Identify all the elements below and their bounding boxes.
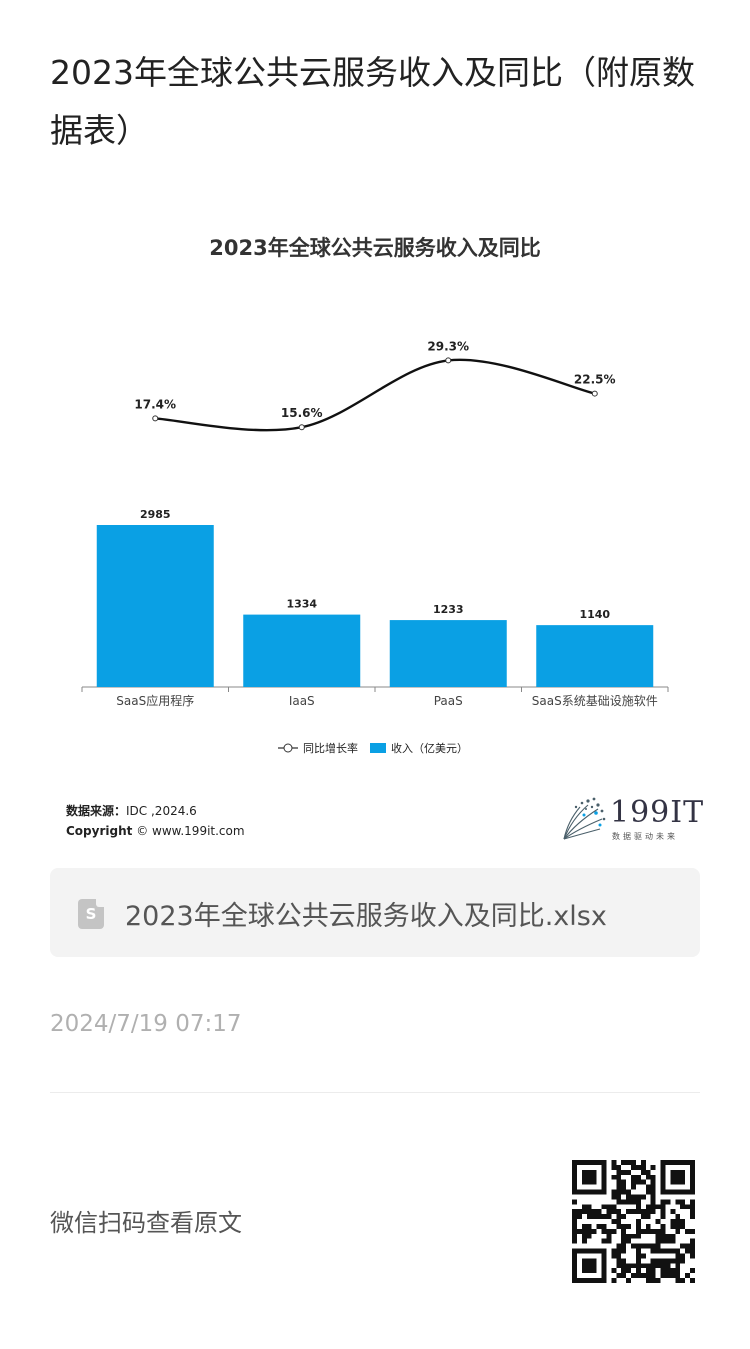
bar-value-label: 1140 [579,608,610,621]
source-value: IDC ,2024.6 [126,804,197,818]
x-tick-label: SaaS系统基础设施软件 [532,694,658,708]
bar-1 [96,525,214,687]
copyright-value: © www.199it.com [136,824,245,838]
legend-line-marker [283,743,293,753]
x-tick-label: IaaS [289,694,315,708]
legend-label: 同比增长率 [303,741,358,755]
brand-logo: 199IT 数据驱动未来 [558,795,703,845]
file-name[interactable]: 2023年全球公共云服务收入及同比.xlsx [125,901,607,932]
source-label: 数据来源： [66,804,127,818]
file-attachment[interactable]: S 2023年全球公共云服务收入及同比.xlsx [50,868,700,957]
bar-value-label: 2985 [140,508,171,521]
growth-point [591,390,598,397]
data-source: 数据来源：IDC ,2024.6 Copyright © www.199it.c… [66,801,245,841]
legend-label: 收入（亿美元） [391,741,468,755]
chart-title: 2023年全球公共云服务收入及同比 [209,236,540,260]
x-tick-label: PaaS [434,694,463,708]
growth-point [298,424,305,431]
copyright-label: Copyright [66,824,133,838]
bar-2 [243,614,361,687]
growth-value-label: 15.6% [281,406,323,420]
growth-point [152,415,159,422]
qr-code-icon[interactable] [572,1160,695,1283]
legend-bar-swatch [370,743,386,753]
growth-point [445,357,452,364]
bar-4 [536,625,654,687]
brand-tagline: 数据驱动未来 [612,832,678,841]
qr-label: 微信扫码查看原文 [50,1209,242,1237]
bar-value-label: 1334 [286,598,317,611]
growth-value-label: 17.4% [134,397,176,411]
divider [50,1092,700,1093]
bar-value-label: 1233 [433,603,464,616]
growth-value-label: 29.3% [427,339,469,353]
page-title: 2023年全球公共云服务收入及同比（附原数据表） [50,53,695,150]
x-tick-label: SaaS应用程序 [116,693,194,708]
chart-image: 2023年全球公共云服务收入及同比 2985 SaaS应用程序 1334 IaaS 123… [50,205,700,850]
publish-date: 2024/7/19 07:17 [50,1011,242,1037]
growth-value-label: 22.5% [574,373,616,387]
dandelion-logo-icon [563,797,606,840]
chart: 2023年全球公共云服务收入及同比 2985 SaaS应用程序 1334 IaaS 123… [81,236,669,755]
growth-line [155,358,596,432]
spreadsheet-file-icon: S [78,899,104,929]
bar-3 [389,620,507,687]
brand-name: 199IT [610,795,705,830]
